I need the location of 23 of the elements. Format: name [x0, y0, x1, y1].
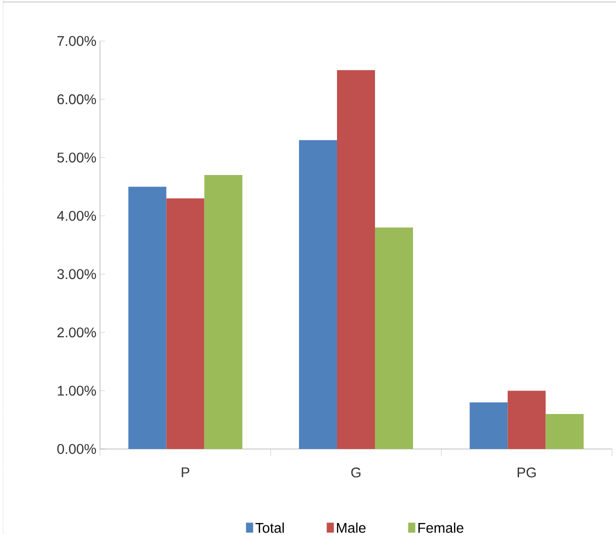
y-tick-label: 1.00%: [58, 386, 96, 396]
bar: [546, 414, 584, 449]
legend-label: Male: [336, 522, 366, 533]
bar: [337, 70, 375, 449]
y-tick-label: 0.00%: [57, 444, 96, 454]
y-tick-label: 7.00%: [58, 36, 96, 46]
bar: [128, 186, 166, 449]
bar: [166, 198, 204, 449]
x-tick-label: P: [182, 468, 190, 478]
y-tick-label: 3.00%: [57, 269, 96, 280]
bar: [508, 390, 546, 449]
y-tick-label: 2.00%: [57, 327, 96, 338]
y-tick-label: 6.00%: [57, 94, 96, 104]
bar: [470, 402, 508, 449]
y-tick-label: 5.00%: [57, 152, 96, 163]
legend-label: Total: [255, 522, 284, 533]
x-tick-label: G: [351, 468, 360, 478]
legend-label: Female: [418, 522, 464, 533]
bar: [299, 140, 338, 449]
x-tick-label: PG: [518, 468, 536, 478]
bar: [375, 228, 413, 449]
bar: [204, 175, 242, 449]
y-tick-label: 4.00%: [57, 210, 96, 221]
